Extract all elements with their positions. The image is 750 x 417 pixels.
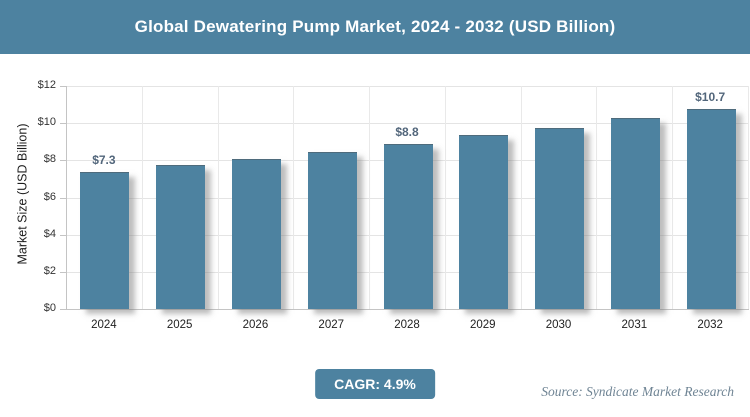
bar-value-label: $10.7 (695, 90, 726, 105)
x-tick-label: 2028 (394, 319, 420, 331)
y-tick-label: $0 (43, 302, 56, 314)
x-tick-label: 2025 (166, 319, 193, 331)
x-tick-label: 2024 (91, 319, 117, 331)
source-credit: Source: Syndicate Market Research (541, 384, 734, 399)
y-tick-label: $12 (37, 79, 56, 91)
y-tick-label: $8 (43, 153, 56, 166)
chart-title-bar: Global Dewatering Pump Market, 2024 - 20… (0, 0, 750, 54)
gridline-vertical (672, 86, 674, 309)
plot-area (66, 86, 749, 310)
y-tick-label: $4 (43, 227, 56, 240)
y-tick-label: $6 (43, 190, 56, 203)
bar-value-label: $8.8 (395, 125, 419, 140)
y-tick-mark (60, 271, 66, 273)
y-tick-label: $2 (43, 264, 56, 277)
x-tick-label: 2029 (469, 319, 496, 331)
bar (383, 144, 433, 309)
y-tick-label: $10 (37, 116, 56, 129)
x-tick-label: 2027 (318, 319, 345, 331)
x-tick-label: 2031 (621, 319, 648, 331)
gridline-vertical (369, 86, 371, 309)
bar (156, 164, 206, 309)
x-tick-label: 2030 (545, 319, 572, 331)
y-tick-mark (60, 309, 66, 310)
y-tick-mark (60, 197, 66, 199)
bar (459, 135, 509, 309)
gridline-vertical (520, 86, 522, 309)
x-tick-label: 2032 (697, 319, 723, 331)
gridline-vertical (596, 86, 598, 309)
bar-value-label: $7.3 (92, 153, 116, 168)
gridline-vertical (444, 86, 446, 309)
bar (686, 109, 736, 309)
gridline-vertical (141, 86, 143, 309)
y-tick-mark (60, 123, 66, 125)
gridline-vertical (293, 86, 295, 309)
gridline-vertical (748, 86, 749, 309)
y-tick-mark (60, 86, 66, 87)
cagr-badge: CAGR: 4.9% (315, 369, 435, 399)
y-tick-mark (60, 160, 66, 162)
x-tick-label: 2026 (242, 319, 269, 331)
bar (535, 127, 585, 309)
gridline-horizontal (67, 86, 749, 87)
bar (307, 151, 357, 309)
gridline-horizontal (67, 123, 749, 125)
bar (610, 118, 660, 309)
bar (231, 159, 281, 309)
bar (80, 172, 130, 309)
y-tick-mark (60, 234, 66, 236)
gridline-vertical (217, 86, 219, 309)
chart-title: Global Dewatering Pump Market, 2024 - 20… (134, 17, 616, 36)
